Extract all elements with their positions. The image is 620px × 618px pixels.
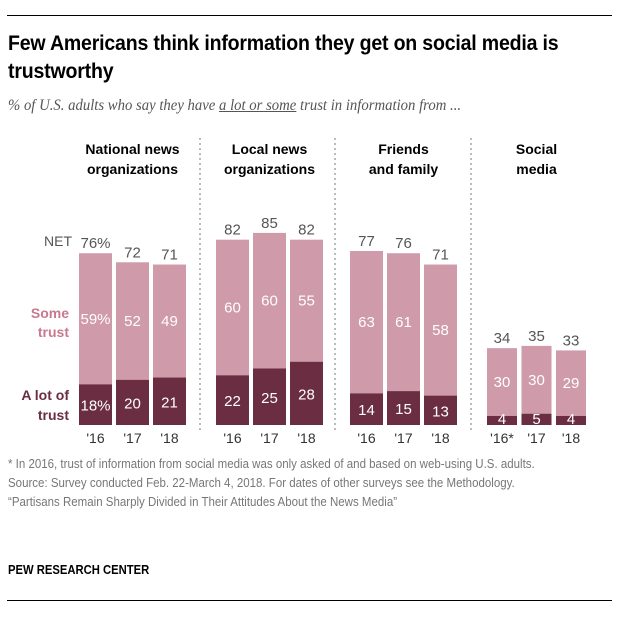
some-trust-value-label: 60 — [261, 293, 278, 310]
bar-some-trust — [153, 264, 186, 378]
bar-some-trust — [556, 350, 586, 416]
group-header-3-line2: and family — [369, 161, 438, 177]
bar-some-trust — [79, 253, 112, 385]
bar-some-trust — [424, 264, 457, 396]
net-value-label: 34 — [494, 330, 511, 347]
net-value-label: 77 — [358, 233, 375, 250]
x-tick-label: '17 — [527, 430, 545, 446]
row-label-net: NET — [44, 233, 72, 249]
bar-a-lot-trust — [116, 379, 149, 425]
some-trust-value-label: 49 — [161, 313, 178, 330]
net-value-label: 33 — [563, 332, 580, 349]
a-lot-trust-value-label: 5 — [532, 411, 540, 428]
subtitle-text-before: % of U.S. adults who say they have — [8, 97, 220, 114]
row-label-some-trust-line1: Some — [31, 305, 69, 321]
footnote: * In 2016, trust of information from soc… — [8, 457, 535, 471]
a-lot-trust-value-label: 4 — [498, 411, 506, 428]
x-tick-label: '16 — [357, 430, 375, 446]
a-lot-trust-value-label: 4 — [567, 411, 575, 428]
a-lot-trust-value-label: 21 — [161, 394, 178, 411]
some-trust-value-label: 63 — [358, 314, 375, 331]
bar-some-trust — [290, 239, 323, 362]
row-label-a-lot-line1: A lot of — [21, 387, 69, 403]
net-value-label: 82 — [224, 222, 241, 239]
x-tick-label: '17 — [394, 430, 412, 446]
bar-some-trust — [521, 345, 552, 414]
bar-some-trust — [487, 348, 517, 416]
net-value-label: 71 — [161, 247, 178, 264]
group-header-1-line2: organizations — [87, 161, 178, 177]
group-header-4-line2: media — [516, 161, 557, 177]
bar-some-trust — [116, 262, 149, 380]
subtitle-underlined: a lot or some — [219, 97, 297, 114]
net-value-label: 71 — [432, 247, 449, 264]
x-tick-label: '16 — [223, 430, 241, 446]
x-tick-label: '17 — [260, 430, 278, 446]
net-value-label: 35 — [528, 328, 545, 345]
chart-subtitle: % of U.S. adults who say they have a lot… — [8, 97, 616, 115]
bar-a-lot-trust — [424, 395, 457, 425]
bar-a-lot-trust — [253, 368, 286, 425]
group-header-3-line1: Friends — [378, 141, 429, 157]
a-lot-trust-value-label: 13 — [432, 403, 449, 420]
x-tick-label: '18 — [297, 430, 315, 446]
group-header-4-line1: Social — [516, 141, 557, 157]
bar-a-lot-trust — [521, 413, 552, 425]
bar-a-lot-trust — [216, 375, 249, 425]
bar-some-trust — [216, 239, 249, 376]
report-title: “Partisans Remain Sharply Divided in The… — [8, 495, 398, 509]
subtitle-text-after: trust in information from ... — [296, 97, 462, 114]
stacked-bar-chart: NET Some trust A lot of trust National news or… — [21, 138, 586, 446]
net-value-label: 72 — [124, 244, 141, 261]
some-trust-value-label: 58 — [432, 322, 449, 339]
bar-a-lot-trust — [290, 361, 323, 425]
some-trust-value-label: 30 — [494, 374, 511, 391]
a-lot-trust-value-label: 22 — [224, 393, 241, 410]
bar-some-trust — [387, 253, 420, 392]
a-lot-trust-value-label: 28 — [298, 386, 315, 403]
a-lot-trust-value-label: 15 — [395, 401, 412, 418]
some-trust-value-label: 52 — [124, 313, 141, 330]
top-rule — [7, 15, 612, 16]
net-value-label: 76 — [395, 235, 412, 252]
x-tick-label: '17 — [123, 430, 141, 446]
a-lot-trust-value-label: 18% — [80, 398, 110, 415]
a-lot-trust-value-label: 14 — [358, 402, 375, 419]
row-label-some-trust-line2: trust — [38, 324, 69, 340]
some-trust-value-label: 61 — [395, 314, 412, 331]
net-value-label: 76% — [80, 235, 110, 252]
row-label-a-lot-line2: trust — [38, 407, 69, 423]
some-trust-value-label: 29 — [563, 375, 580, 392]
bar-some-trust — [253, 232, 286, 369]
brand-logo-text: PEW RESEARCH CENTER — [8, 563, 150, 577]
bar-a-lot-trust — [487, 415, 517, 425]
bar-a-lot-trust — [350, 393, 383, 425]
chart-title: Few Americans think information they get… — [8, 32, 559, 83]
chart-notes: * In 2016, trust of information from soc… — [8, 455, 606, 512]
source-note: Source: Survey conducted Feb. 22-March 4… — [8, 476, 515, 490]
x-tick-label: '18 — [160, 430, 178, 446]
x-tick-label: '16* — [490, 430, 514, 446]
net-value-label: 82 — [298, 222, 315, 239]
bar-a-lot-trust — [153, 377, 186, 425]
x-tick-label: '16 — [86, 430, 104, 446]
some-trust-value-label: 59% — [80, 311, 110, 328]
group-header-2-line1: Local news — [232, 141, 308, 157]
group-header-2-line2: organizations — [224, 161, 315, 177]
x-tick-label: '18 — [562, 430, 580, 446]
some-trust-value-label: 60 — [224, 299, 241, 316]
group-header-1-line1: National news — [85, 141, 179, 157]
x-tick-label: '18 — [431, 430, 449, 446]
net-value-label: 85 — [261, 215, 278, 232]
a-lot-trust-value-label: 20 — [124, 395, 141, 412]
bottom-rule — [7, 600, 612, 601]
some-trust-value-label: 55 — [298, 293, 315, 310]
bar-some-trust — [350, 250, 383, 394]
some-trust-value-label: 30 — [528, 372, 545, 389]
a-lot-trust-value-label: 25 — [261, 390, 278, 407]
bar-a-lot-trust — [79, 384, 112, 425]
bar-a-lot-trust — [387, 391, 420, 425]
bar-a-lot-trust — [556, 415, 586, 425]
